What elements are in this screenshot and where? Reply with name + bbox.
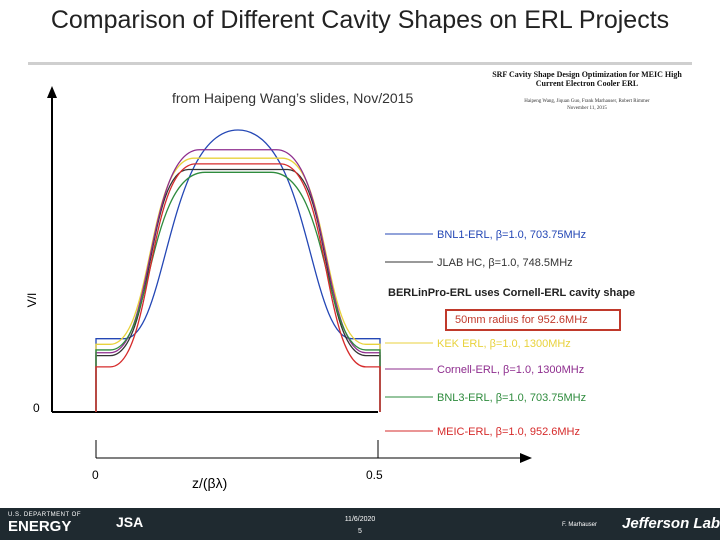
profile-curve-1: [95, 129, 381, 412]
legend: BNL1-ERL, β=1.0, 703.75MHz JLAB HC, β=1.0…: [385, 229, 586, 438]
profile-curves: [95, 129, 381, 412]
x-axis-arrow: [520, 453, 532, 463]
highlight-box: 50mm radius for 952.6MHz: [445, 309, 621, 331]
legend-label-4: Cornell-ERL, β=1.0, 1300MHz: [437, 364, 584, 376]
jefferson-lab-logo: Jefferson Lab: [622, 515, 720, 532]
inset-date: November 11, 2015: [567, 106, 607, 111]
inset-authors: Haipeng Wang, Jiquan Guo, Frank Marhause…: [524, 99, 650, 104]
profile-curve-2: [95, 168, 381, 412]
inset-title: SRF Cavity Shape Design Optimization for…: [492, 70, 682, 88]
profile-curve-3: [95, 157, 381, 412]
profile-curve-4: [95, 149, 381, 412]
profile-curve-6: [95, 163, 381, 412]
y-tick-label-0: 0: [33, 401, 40, 415]
x-tick-label-0: 0: [92, 468, 99, 482]
y-axis-arrow: [47, 86, 57, 98]
slide-title: Comparison of Different Cavity Shapes on…: [50, 6, 670, 34]
legend-label-2: JLAB HC, β=1.0, 748.5MHz: [437, 257, 573, 269]
inset-slide-thumbnail: SRF Cavity Shape Design Optimization for…: [482, 70, 692, 150]
legend-label-1: BNL1-ERL, β=1.0, 703.75MHz: [437, 229, 586, 241]
doe-logo: U.S. DEPARTMENT OF ENERGY: [8, 512, 81, 535]
page-number: 5: [358, 528, 362, 535]
footer-bar: [0, 508, 720, 540]
doe-logo-top: U.S. DEPARTMENT OF: [8, 512, 82, 518]
legend-label-6: MEIC-ERL, β=1.0, 952.6MHz: [437, 426, 580, 438]
x-axis-label: z/(βλ): [192, 475, 227, 491]
jsa-logo: JSA: [116, 514, 144, 530]
profile-curve-5: [95, 171, 381, 412]
x-tick-label-05: 0.5: [366, 468, 383, 482]
title-divider: [28, 62, 692, 65]
legend-label-3: KEK ERL, β=1.0, 1300MHz: [437, 338, 571, 350]
berlinpro-note: BERLinPro-ERL uses Cornell-ERL cavity sh…: [388, 287, 636, 299]
footer-date: 11/6/2020 5: [330, 514, 390, 538]
y-axis-label: V/I: [25, 293, 39, 308]
source-caption: from Haipeng Wang’s slides, Nov/2015: [172, 90, 414, 106]
legend-label-5: BNL3-ERL, β=1.0, 703.75MHz: [437, 392, 586, 404]
date-text: 11/6/2020: [344, 516, 376, 523]
footer-author: F. Marhauser: [562, 522, 598, 528]
doe-logo-label: ENERGY: [8, 518, 72, 535]
